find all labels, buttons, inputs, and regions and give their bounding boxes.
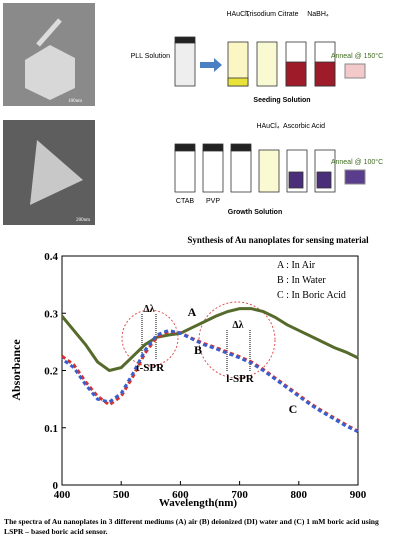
scale-label: 200nm (76, 218, 90, 223)
label: Ascorbic Acid (283, 123, 325, 130)
series-line (60, 307, 359, 373)
y-tick-label: 0.4 (44, 251, 58, 263)
annotation: Δλ (232, 320, 243, 331)
x-tick-label: 900 (350, 489, 367, 501)
x-tick-label: 700 (231, 489, 248, 501)
label: Anneal @ 100°C (331, 158, 383, 166)
label: HAuCl₄ (226, 11, 249, 18)
y-tick-label: 0.3 (44, 308, 58, 320)
sem-plate (30, 140, 83, 205)
legend-entry: A : In Air (277, 260, 316, 271)
x-axis-label: Wavelength(nm) (159, 497, 238, 509)
annotation: Δλ (143, 304, 154, 315)
x-tick-label: 800 (291, 489, 308, 501)
x-tick-label: 500 (113, 489, 130, 501)
substrate (344, 63, 366, 79)
annotation: A (188, 305, 197, 319)
label: PVP (206, 198, 220, 205)
sem-rod (36, 18, 62, 47)
figure: 100nm 200nm PLL Solution HAuCl₄ Trisodiu… (3, 3, 383, 509)
x-tick-label: 400 (54, 489, 71, 501)
vials (174, 36, 336, 193)
scale-label: 100nm (68, 99, 82, 104)
sem-plate (25, 45, 75, 100)
substrate (344, 169, 366, 185)
caption: Synthesis of Au nanoplates for sensing m… (187, 235, 369, 245)
label: Growth Solution (228, 209, 282, 216)
arrow (200, 58, 222, 72)
highlight-circle (198, 301, 276, 379)
annotation: C (289, 402, 298, 416)
y-tick-label: 0.1 (44, 423, 58, 435)
annotation: l-SPR (226, 373, 255, 385)
highlight-circle (121, 309, 179, 367)
label: Anneal @ 150°C (331, 52, 383, 60)
label: Seeding Solution (253, 97, 310, 104)
label: PLL Solution (131, 53, 171, 60)
label: NaBH₄ (307, 11, 329, 18)
legend-entry: C : In Boric Acid (277, 290, 346, 301)
series-line (61, 328, 359, 434)
annotation: t-SPR (136, 362, 165, 374)
label: HAuCl₄ (256, 123, 279, 130)
label: Trisodium Citrate (245, 11, 298, 18)
y-tick-label: 0.2 (44, 366, 58, 378)
y-tick-label: 0 (53, 480, 59, 492)
figure-caption: The spectra of Au nanoplates in 3 differ… (4, 517, 379, 536)
label: CTAB (176, 198, 194, 205)
legend-entry: B : In Water (277, 275, 326, 286)
x-tick-label: 600 (172, 489, 189, 501)
y-axis-label: Absorbance (9, 339, 23, 401)
annotation: B (194, 343, 202, 357)
